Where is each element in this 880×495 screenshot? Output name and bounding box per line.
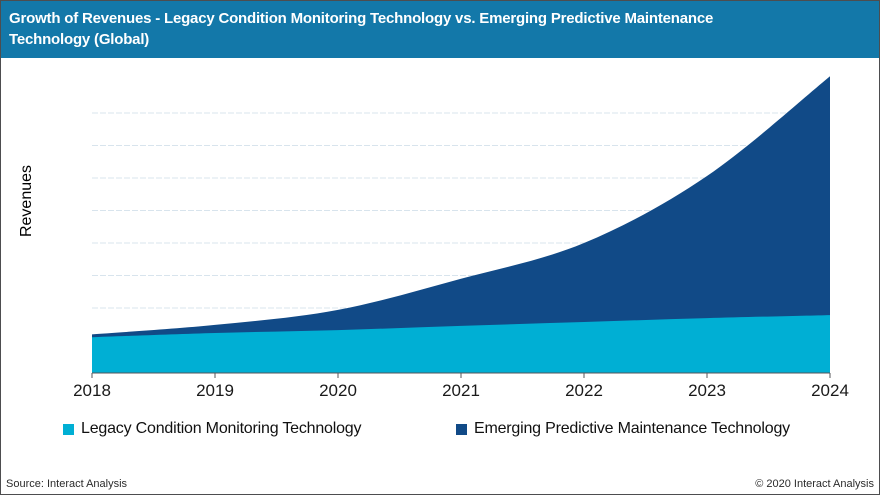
copyright-notice: © 2020 Interact Analysis (755, 478, 874, 490)
x-axis-label: 2018 (73, 381, 111, 400)
x-axis-label: 2024 (811, 381, 849, 400)
legend-swatch-emerging-icon (456, 423, 467, 435)
chart-legend: Legacy Condition Monitoring Technology E… (1, 420, 879, 438)
chart-title-line-2: Technology (Global) (9, 31, 150, 48)
chart-footer: Source: Interact Analysis © 2020 Interac… (1, 470, 879, 494)
x-axis-label: 2022 (565, 381, 603, 400)
source-attribution: Source: Interact Analysis (6, 478, 128, 490)
legend-item-legacy: Legacy Condition Monitoring Technology (63, 420, 361, 438)
x-axis-label: 2019 (196, 381, 234, 400)
area-legacy-condition-monitoring (92, 315, 830, 373)
chart-title-bar: Growth of Revenues - Legacy Condition Mo… (1, 1, 879, 58)
chart-title-line-1: Growth of Revenues - Legacy Condition Mo… (9, 10, 714, 27)
y-axis-title: Revenues (18, 165, 35, 237)
revenue-area-chart: 2018 2019 2020 2021 2022 2023 2024 Revenues (18, 76, 849, 400)
area-emerging-predictive-maintenance (92, 76, 830, 374)
legend-label-emerging: Emerging Predictive Maintenance Technolo… (474, 420, 790, 437)
legend-swatch-legacy-icon (63, 423, 74, 435)
legend-item-emerging: Emerging Predictive Maintenance Technolo… (456, 420, 790, 438)
x-axis-label: 2020 (319, 381, 357, 400)
x-axis-label: 2023 (688, 381, 726, 400)
x-axis-label: 2021 (442, 381, 480, 400)
legend-label-legacy: Legacy Condition Monitoring Technology (81, 420, 362, 437)
